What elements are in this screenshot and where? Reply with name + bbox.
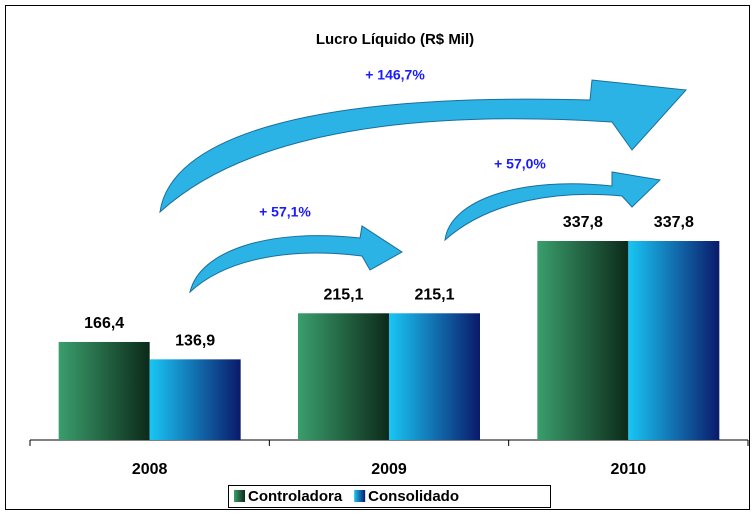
legend-label: Controladora xyxy=(248,488,343,505)
growth-arrow xyxy=(189,225,403,294)
bar xyxy=(298,313,389,440)
data-label: 337,8 xyxy=(563,214,603,231)
bar xyxy=(58,341,150,440)
x-tick-label: 2009 xyxy=(371,461,407,478)
growth-arrow xyxy=(444,171,662,242)
bar xyxy=(389,313,480,440)
legend-marker xyxy=(234,490,245,502)
data-label: 215,1 xyxy=(414,287,454,304)
legend-marker xyxy=(354,490,366,502)
data-label: 136,9 xyxy=(175,333,215,350)
data-label: 166,4 xyxy=(84,315,124,332)
annotation: + 57,1% xyxy=(259,204,311,220)
bar xyxy=(628,241,720,440)
x-tick-label: 2010 xyxy=(611,461,647,478)
x-tick-label: 2008 xyxy=(132,461,168,478)
bar xyxy=(149,359,241,440)
legend-box xyxy=(228,485,551,508)
bar xyxy=(537,241,629,440)
chart-title: Lucro Líquido (R$ Mil) xyxy=(316,31,474,48)
annotation: + 146,7% xyxy=(365,67,425,83)
legend-label: Consolidado xyxy=(368,488,459,505)
annotation: + 57,0% xyxy=(494,156,546,172)
data-label: 215,1 xyxy=(323,287,363,304)
data-label: 337,8 xyxy=(654,214,694,231)
growth-arrow xyxy=(159,79,688,214)
